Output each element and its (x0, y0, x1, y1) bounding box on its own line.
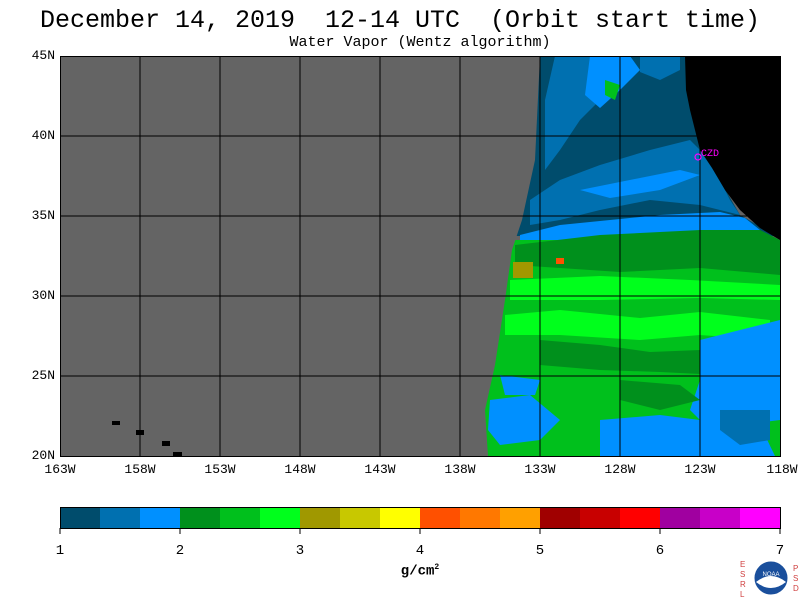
colorbar-tick-label: 7 (775, 543, 785, 559)
longitude-label: 158W (124, 462, 156, 477)
longitude-label: 118W (766, 462, 798, 477)
colorbar-tick-label: 6 (655, 543, 665, 559)
island-3 (162, 441, 170, 446)
map-grid (60, 56, 780, 456)
colorbar-tick-label: 1 (55, 543, 65, 559)
longitude-label: 143W (364, 462, 396, 477)
colorbar-swatch (180, 507, 221, 528)
colorbar-swatch (260, 507, 301, 528)
noaa-text: NOAA (762, 572, 779, 578)
map-frame (60, 56, 781, 457)
colorbar-swatch (60, 507, 101, 528)
island-1 (112, 421, 120, 425)
colorbar-swatch (420, 507, 461, 528)
colorbar-swatch (540, 507, 581, 528)
latitude-label: 25N (31, 368, 55, 383)
colorbar-tick-label: 5 (535, 543, 545, 559)
station-marker (694, 153, 702, 161)
map-subtitle: Water Vapor (Wentz algorithm) (289, 34, 551, 51)
longitude-label: 133W (524, 462, 556, 477)
latitude-label: 20N (31, 448, 55, 463)
map-title: December 14, 2019 12-14 UTC (Orbit start… (39, 6, 761, 35)
colorbar-swatch (660, 507, 701, 528)
longitude-label: 128W (604, 462, 636, 477)
colorbar-swatch (300, 507, 341, 528)
colorbar-swatch (380, 507, 421, 528)
colorbar (59, 507, 781, 534)
logo-letter: S (793, 574, 799, 583)
logo-letter: L (740, 590, 745, 599)
latitude-label: 35N (31, 208, 55, 223)
logo-letter: S (740, 570, 746, 579)
colorbar-swatch (700, 507, 741, 528)
colorbar-swatch (620, 507, 661, 528)
logo-letter: R (740, 580, 746, 589)
latitude-label: 40N (31, 128, 55, 143)
logo-letter: E (740, 560, 746, 569)
longitude-label: 148W (284, 462, 316, 477)
colorbar-swatch (340, 507, 381, 528)
latitude-label: 45N (31, 48, 55, 63)
land-mass (685, 56, 780, 240)
colorbar-tick-label: 2 (175, 543, 185, 559)
logo-letter: P (793, 564, 799, 573)
colorbar-unit: g/cm2 (400, 563, 440, 580)
colorbar-swatch (580, 507, 621, 528)
colorbar-swatch (460, 507, 501, 528)
island-4 (173, 452, 182, 456)
station-label: CZD (701, 149, 719, 160)
colorbar-swatch (100, 507, 141, 528)
colorbar-tick-label: 4 (415, 543, 425, 559)
longitude-label: 153W (204, 462, 236, 477)
longitude-label: 138W (444, 462, 476, 477)
colorbar-swatch (140, 507, 181, 528)
longitude-label: 123W (684, 462, 716, 477)
longitude-label: 163W (44, 462, 76, 477)
logo-letter: D (793, 584, 799, 593)
colorbar-swatch (740, 507, 781, 528)
colorbar-swatch (500, 507, 541, 528)
colorbar-tick-label: 3 (295, 543, 305, 559)
latitude-label: 30N (31, 288, 55, 303)
colorbar-swatch (220, 507, 261, 528)
